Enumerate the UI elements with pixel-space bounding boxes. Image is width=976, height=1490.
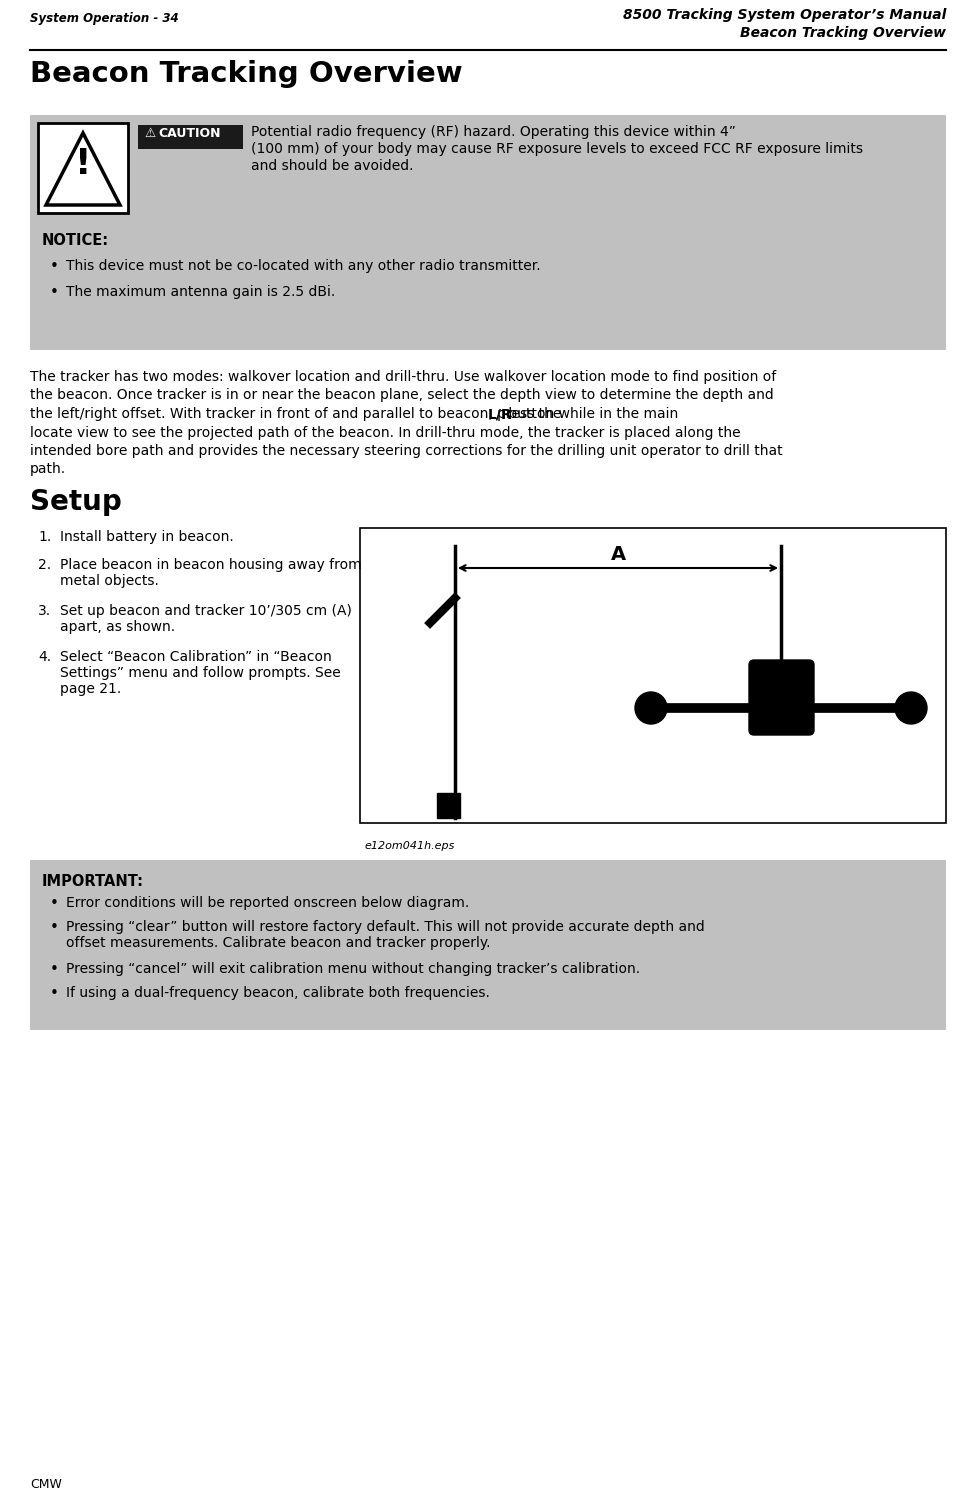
Text: ⚠: ⚠ [144, 127, 155, 140]
FancyBboxPatch shape [38, 124, 128, 213]
Text: IMPORTANT:: IMPORTANT: [42, 875, 144, 890]
Text: 2.: 2. [38, 557, 51, 572]
Text: Beacon Tracking Overview: Beacon Tracking Overview [740, 25, 946, 40]
Text: Beacon Tracking Overview: Beacon Tracking Overview [30, 60, 463, 88]
Text: Setup: Setup [30, 489, 122, 516]
FancyBboxPatch shape [138, 125, 243, 149]
Text: NOTICE:: NOTICE: [42, 232, 109, 247]
Text: the left/right offset. With tracker in front of and parallel to beacon, press th: the left/right offset. With tracker in f… [30, 407, 566, 422]
Text: (100 mm) of your body may cause RF exposure levels to exceed FCC RF exposure lim: (100 mm) of your body may cause RF expos… [251, 142, 863, 156]
Text: e12om041h.eps: e12om041h.eps [364, 840, 455, 851]
Text: •: • [50, 986, 59, 1001]
Text: L/R: L/R [488, 407, 512, 422]
Polygon shape [46, 133, 120, 206]
Text: path.: path. [30, 462, 66, 477]
Text: Place beacon in beacon housing away from
metal objects.: Place beacon in beacon housing away from… [60, 557, 362, 589]
Text: Set up beacon and tracker 10’/305 cm (A)
apart, as shown.: Set up beacon and tracker 10’/305 cm (A)… [60, 603, 352, 635]
Text: •: • [50, 963, 59, 977]
Text: This device must not be co-located with any other radio transmitter.: This device must not be co-located with … [66, 259, 541, 273]
FancyBboxPatch shape [360, 527, 946, 822]
Text: •: • [50, 285, 59, 299]
FancyBboxPatch shape [30, 860, 946, 1030]
Text: button while in the main: button while in the main [505, 407, 678, 422]
Circle shape [635, 691, 667, 724]
Text: If using a dual-frequency beacon, calibrate both frequencies.: If using a dual-frequency beacon, calibr… [66, 986, 490, 1000]
Text: and should be avoided.: and should be avoided. [251, 159, 414, 173]
Text: 1.: 1. [38, 530, 52, 544]
FancyBboxPatch shape [749, 660, 814, 735]
Polygon shape [437, 793, 460, 818]
Text: •: • [50, 259, 59, 274]
Text: the beacon. Once tracker is in or near the beacon plane, select the depth view t: the beacon. Once tracker is in or near t… [30, 389, 774, 402]
Text: !: ! [75, 148, 91, 180]
Text: System Operation - 34: System Operation - 34 [30, 12, 179, 25]
Text: Potential radio frequency (RF) hazard. Operating this device within 4”: Potential radio frequency (RF) hazard. O… [251, 125, 736, 139]
Text: 4.: 4. [38, 650, 51, 665]
Text: Pressing “cancel” will exit calibration menu without changing tracker’s calibrat: Pressing “cancel” will exit calibration … [66, 963, 640, 976]
Text: Select “Beacon Calibration” in “Beacon
Settings” menu and follow prompts. See
pa: Select “Beacon Calibration” in “Beacon S… [60, 650, 341, 696]
Text: locate view to see the projected path of the beacon. In drill-thru mode, the tra: locate view to see the projected path of… [30, 426, 741, 440]
Text: 3.: 3. [38, 603, 51, 618]
Text: 8500 Tracking System Operator’s Manual: 8500 Tracking System Operator’s Manual [623, 7, 946, 22]
Text: CAUTION: CAUTION [158, 127, 221, 140]
Text: A: A [610, 545, 626, 565]
Text: Pressing “clear” button will restore factory default. This will not provide accu: Pressing “clear” button will restore fac… [66, 919, 705, 951]
Text: The tracker has two modes: walkover location and drill-thru. Use walkover locati: The tracker has two modes: walkover loca… [30, 370, 776, 384]
Text: The maximum antenna gain is 2.5 dBi.: The maximum antenna gain is 2.5 dBi. [66, 285, 335, 299]
FancyBboxPatch shape [30, 115, 946, 350]
Text: CMW: CMW [30, 1478, 61, 1490]
Text: intended bore path and provides the necessary steering corrections for the drill: intended bore path and provides the nece… [30, 444, 783, 457]
Text: Error conditions will be reported onscreen below diagram.: Error conditions will be reported onscre… [66, 895, 469, 910]
Text: Install battery in beacon.: Install battery in beacon. [60, 530, 233, 544]
Text: •: • [50, 895, 59, 910]
Text: •: • [50, 919, 59, 936]
Circle shape [895, 691, 927, 724]
